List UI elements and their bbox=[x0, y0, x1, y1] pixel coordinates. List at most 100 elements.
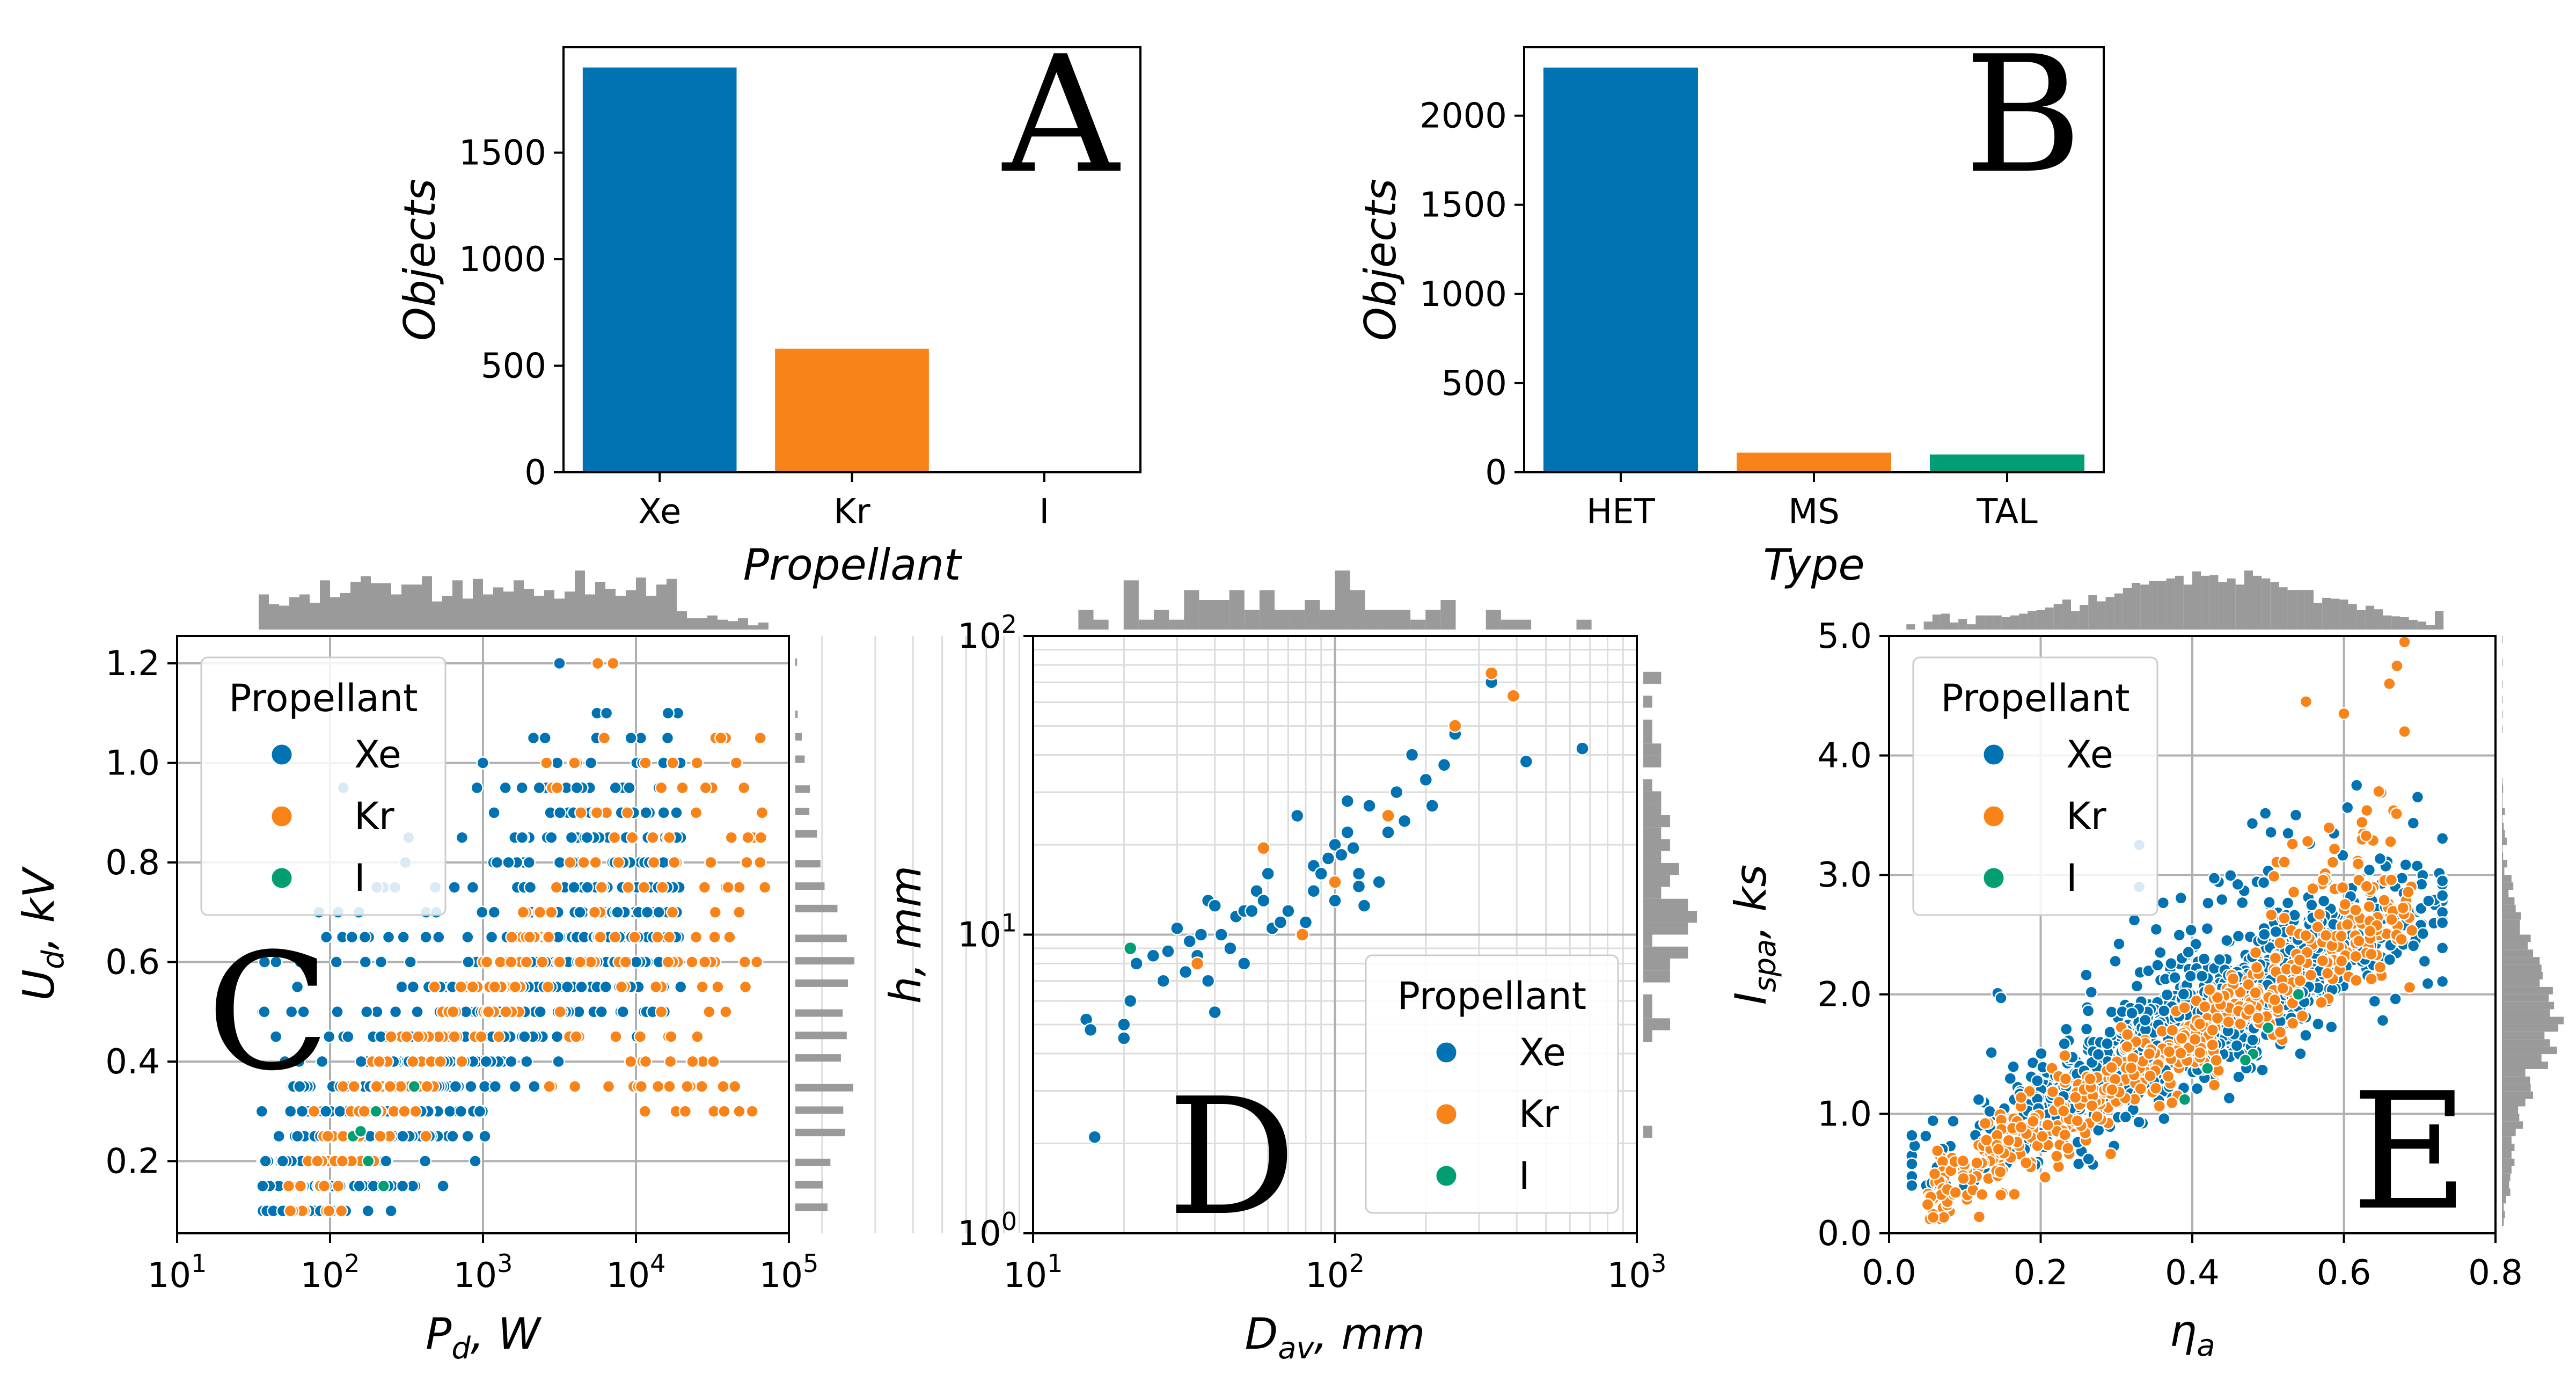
y-tick-label: 2000 bbox=[1419, 97, 1507, 136]
point-xe bbox=[487, 806, 501, 820]
hist-top-bar-e bbox=[2140, 584, 2149, 630]
point-xe bbox=[331, 1005, 344, 1019]
y-tick-label-exp: 1 bbox=[1001, 909, 1017, 938]
point-kr bbox=[2058, 1049, 2072, 1063]
hist-top-bar-c bbox=[524, 589, 534, 630]
hist-right-bar-c bbox=[795, 755, 805, 763]
hist-top-bar-d bbox=[1365, 610, 1380, 630]
point-kr bbox=[2265, 908, 2278, 921]
legend-title: Propellant bbox=[1941, 676, 2129, 720]
point-kr bbox=[2278, 855, 2291, 869]
legend-label-kr: Kr bbox=[1519, 1092, 1559, 1136]
point-xe bbox=[2103, 1026, 2117, 1039]
bar-het bbox=[1543, 67, 1698, 472]
hist-right-bar-e bbox=[2502, 875, 2512, 883]
point-kr bbox=[2312, 908, 2326, 921]
point-kr bbox=[540, 756, 553, 770]
hist-right-bar-e bbox=[2502, 1016, 2564, 1025]
hist-top-bar-c bbox=[585, 594, 595, 630]
point-kr bbox=[663, 1080, 676, 1093]
hist-right-bar-e bbox=[2502, 1001, 2555, 1010]
point-xe bbox=[2230, 1039, 2244, 1052]
point-xe bbox=[1437, 758, 1452, 772]
y-tick-label: 0.6 bbox=[105, 943, 160, 983]
point-xe bbox=[661, 731, 675, 745]
point-xe bbox=[1236, 956, 1252, 971]
point-kr bbox=[696, 980, 709, 994]
hist-top-bar-e bbox=[2149, 581, 2158, 630]
hist-top-bar-c bbox=[575, 570, 585, 630]
hist-right-bar-e bbox=[2502, 1129, 2516, 1137]
point-kr bbox=[2165, 1096, 2179, 1110]
point-kr bbox=[488, 980, 502, 994]
y-tick-label: 0 bbox=[524, 453, 546, 493]
point-xe bbox=[2184, 923, 2198, 937]
hist-right-bar-d bbox=[1643, 994, 1652, 1007]
hist-top-bar-c bbox=[473, 579, 483, 630]
x-tick-label-kr: Kr bbox=[833, 492, 870, 532]
point-xe bbox=[295, 1105, 309, 1118]
point-xe bbox=[1404, 748, 1419, 762]
point-xe bbox=[639, 806, 653, 820]
point-xe bbox=[1985, 1045, 1998, 1059]
hist-top-bar-c bbox=[310, 603, 320, 630]
y-axis-label-b: Objects bbox=[1356, 179, 1406, 341]
hist-top-bar-e bbox=[2166, 578, 2175, 630]
point-kr bbox=[1921, 1198, 1935, 1211]
hist-top-bar-d bbox=[1440, 600, 1456, 630]
point-kr bbox=[1295, 927, 1310, 942]
point-xe bbox=[419, 930, 433, 944]
x-axis-label-e-sub: a bbox=[2197, 1328, 2215, 1363]
bar-xe bbox=[582, 67, 737, 472]
point-xe bbox=[464, 1080, 478, 1093]
point-kr bbox=[533, 905, 547, 919]
point-xe bbox=[1290, 808, 1305, 823]
hist-top-bar-e bbox=[2279, 587, 2288, 630]
point-kr bbox=[2299, 695, 2313, 708]
point-kr bbox=[602, 1080, 616, 1093]
hist-right-bar-e bbox=[2502, 1188, 2511, 1196]
legend-title: Propellant bbox=[1397, 974, 1586, 1018]
x-tick-label-i: I bbox=[1039, 492, 1049, 532]
point-kr bbox=[1994, 1165, 2007, 1179]
point-kr bbox=[2326, 855, 2340, 869]
hist-top-bar-e bbox=[2114, 593, 2123, 630]
hist-right-bar-d bbox=[1643, 671, 1662, 684]
point-xe bbox=[2080, 968, 2093, 982]
point-xe bbox=[1334, 847, 1349, 862]
point-xe bbox=[657, 806, 670, 820]
point-kr bbox=[666, 756, 679, 770]
point-kr bbox=[2315, 996, 2328, 1010]
point-xe bbox=[2112, 937, 2126, 950]
hist-right-bar-e bbox=[2502, 1136, 2512, 1144]
point-xe bbox=[488, 1080, 502, 1093]
point-kr bbox=[733, 905, 746, 919]
point-kr bbox=[663, 1055, 677, 1069]
point-xe bbox=[2289, 808, 2303, 822]
y-tick-label: 2.0 bbox=[1817, 975, 1872, 1015]
hist-right-bar-d bbox=[1643, 743, 1662, 756]
hist-top-bar-e bbox=[2183, 584, 2192, 630]
hist-top-bar-c bbox=[677, 611, 687, 630]
point-xe bbox=[319, 930, 333, 944]
hist-top-bar-e bbox=[2322, 597, 2331, 630]
hist-right-bar-c bbox=[795, 957, 854, 965]
hist-top-bar-c bbox=[401, 584, 412, 630]
hist-top-bar-e bbox=[2088, 595, 2097, 630]
point-xe bbox=[361, 1204, 375, 1218]
point-kr bbox=[2267, 869, 2281, 883]
y-tick-label: 3.0 bbox=[1817, 855, 1872, 895]
point-kr bbox=[568, 756, 581, 770]
point-xe bbox=[1298, 915, 1313, 930]
hist-right-bar-e bbox=[2502, 1203, 2504, 1211]
point-xe bbox=[2177, 988, 2191, 1001]
hist-right-bar-c bbox=[795, 785, 810, 793]
point-xe bbox=[473, 1105, 487, 1118]
point-xe bbox=[1245, 904, 1259, 918]
hist-top-bar-c bbox=[463, 598, 473, 630]
point-xe bbox=[2195, 969, 2209, 983]
hist-right-bar-e bbox=[2502, 1114, 2520, 1122]
point-kr bbox=[2162, 1045, 2176, 1058]
hist-right-bar-e bbox=[2502, 1151, 2512, 1159]
point-xe bbox=[278, 1055, 292, 1069]
